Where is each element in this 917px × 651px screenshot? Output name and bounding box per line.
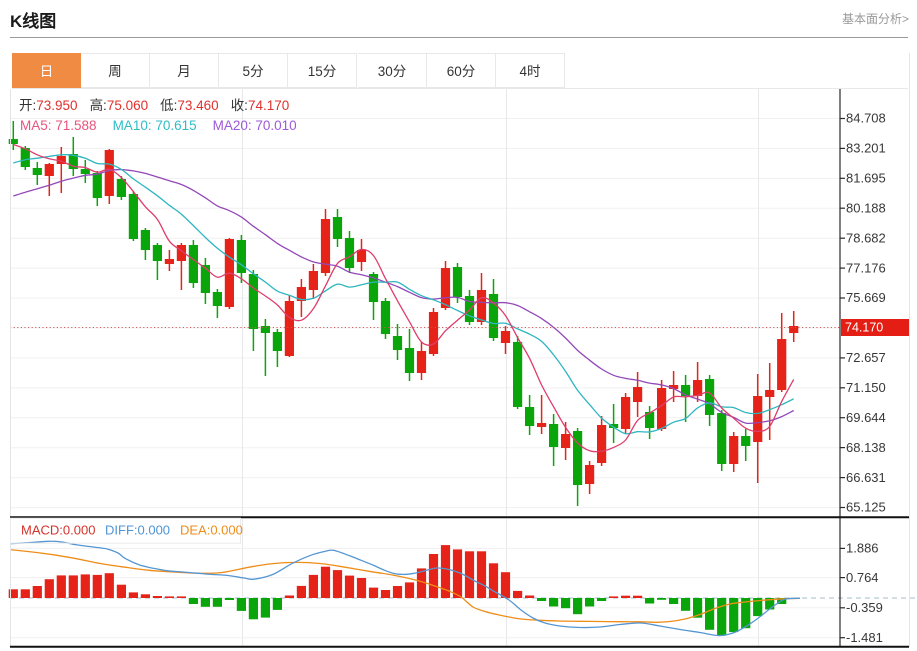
svg-text:DIFF:0.000: DIFF:0.000 (105, 523, 170, 538)
svg-text:68.138: 68.138 (846, 440, 886, 455)
svg-text:MACD:0.000: MACD:0.000 (21, 523, 95, 538)
svg-text:78.682: 78.682 (846, 230, 886, 245)
svg-text:81.695: 81.695 (846, 171, 886, 186)
svg-text:66.631: 66.631 (846, 470, 886, 485)
svg-text:75.669: 75.669 (846, 290, 886, 305)
svg-text:0.764: 0.764 (846, 570, 879, 585)
svg-text:84.708: 84.708 (846, 111, 886, 126)
svg-text:77.176: 77.176 (846, 260, 886, 275)
svg-text:-0.359: -0.359 (846, 600, 883, 615)
svg-text:65.125: 65.125 (846, 500, 886, 515)
svg-text:74.170: 74.170 (845, 321, 883, 335)
svg-text:69.644: 69.644 (846, 410, 886, 425)
svg-text:83.201: 83.201 (846, 141, 886, 156)
svg-text:72.657: 72.657 (846, 350, 886, 365)
svg-text:71.150: 71.150 (846, 380, 886, 395)
svg-text:DEA:0.000: DEA:0.000 (180, 523, 243, 538)
svg-text:80.188: 80.188 (846, 200, 886, 215)
svg-text:-1.481: -1.481 (846, 630, 883, 645)
svg-text:1.886: 1.886 (846, 541, 879, 556)
